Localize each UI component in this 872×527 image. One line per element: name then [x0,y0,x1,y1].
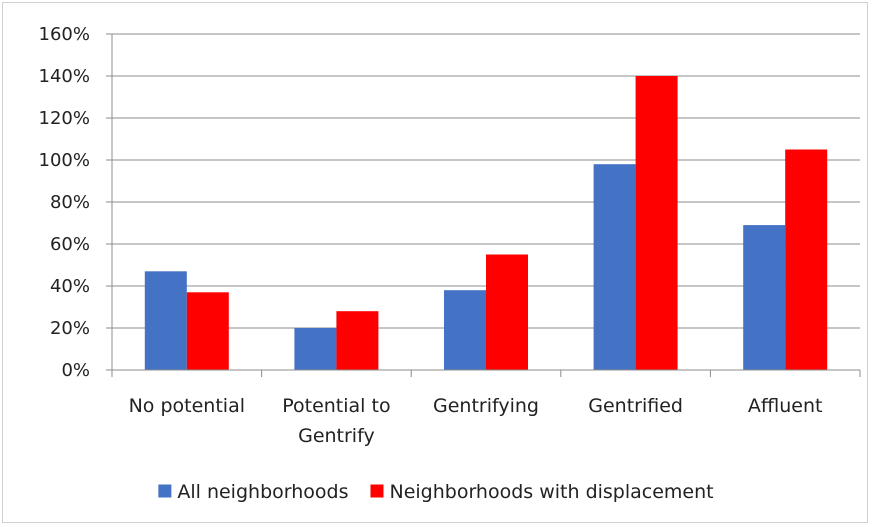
bar [294,328,337,370]
bar [186,292,229,370]
bar [144,271,187,370]
x-category-label: Gentrify [298,425,375,447]
y-tick-label: 20% [50,318,90,339]
y-tick-label: 140% [39,66,90,87]
legend: All neighborhoods Neighborhoods with disp… [158,481,714,503]
legend-swatch [158,484,172,498]
legend-label: All neighborhoods [177,481,348,503]
x-category-label: Potential to [282,395,390,417]
bar [486,254,528,370]
x-category-label: Gentrifying [433,395,539,417]
legend-swatch [370,484,384,498]
x-category-label: Gentrified [588,395,683,417]
x-category-label: No potential [129,395,245,417]
y-tick-label: 160% [39,24,90,45]
legend-label: Neighborhoods with displacement [389,481,713,503]
y-tick-labels: 0% 20% 40% 60% 80% 100% 120% 140% 160% [39,24,90,381]
bar [336,311,379,370]
y-tick-label: 120% [39,108,90,129]
bars [144,76,828,370]
x-category-labels: No potential Potential to Gentrify Gentrify… [129,395,823,447]
bar [444,290,486,370]
bar [785,149,828,370]
y-tick-label: 40% [50,276,90,297]
y-tick-label: 60% [50,234,90,255]
gridlines [112,33,860,329]
axes [106,33,861,377]
bar [743,225,786,370]
y-tick-label: 0% [61,360,90,381]
bar [635,76,678,370]
y-tick-label: 100% [39,150,90,171]
y-tick-label: 80% [50,192,90,213]
x-category-label: Affluent [748,395,823,417]
bar [593,164,636,370]
